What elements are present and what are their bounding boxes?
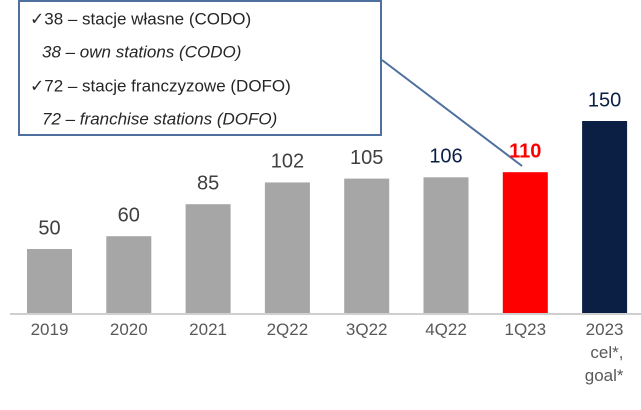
value-label: 105 — [350, 147, 383, 169]
value-label: 102 — [271, 151, 304, 173]
annotation-box — [18, 0, 382, 136]
value-label: 50 — [38, 217, 60, 239]
x-tick-label: 2020 — [109, 320, 148, 339]
value-label: 85 — [197, 172, 219, 194]
bar — [264, 182, 310, 313]
bar — [344, 178, 390, 313]
x-tick-label: 4Q22 — [425, 320, 467, 339]
value-label: 60 — [118, 204, 140, 226]
leader-line — [381, 59, 523, 167]
bar — [27, 249, 72, 313]
bar — [582, 121, 628, 313]
value-label: 110 — [509, 140, 541, 162]
bar — [423, 177, 469, 313]
annotation-line: ✓72 – stacje franczyzowe (DOFO) — [30, 76, 291, 95]
annotation-line: ✓38 – stacje własne (CODO) — [30, 9, 251, 28]
value-label: 150 — [588, 89, 621, 111]
x-tick-label: 2019 — [30, 320, 69, 339]
bar — [502, 172, 548, 313]
x-tick-label: 3Q22 — [345, 320, 388, 339]
x-tick-label: 2023 cel*, goal* — [584, 320, 624, 385]
bar — [106, 236, 152, 313]
x-tick-label: 2Q22 — [266, 320, 309, 339]
x-tick-label: 2021 — [189, 320, 227, 339]
value-label: 106 — [429, 146, 462, 168]
x-tick-label: 1Q23 — [504, 320, 547, 339]
annotation-line: 72 – franchise stations (DOFO) — [42, 109, 277, 128]
annotation-line: 38 – own stations (CODO) — [42, 42, 241, 61]
bar — [185, 204, 231, 313]
